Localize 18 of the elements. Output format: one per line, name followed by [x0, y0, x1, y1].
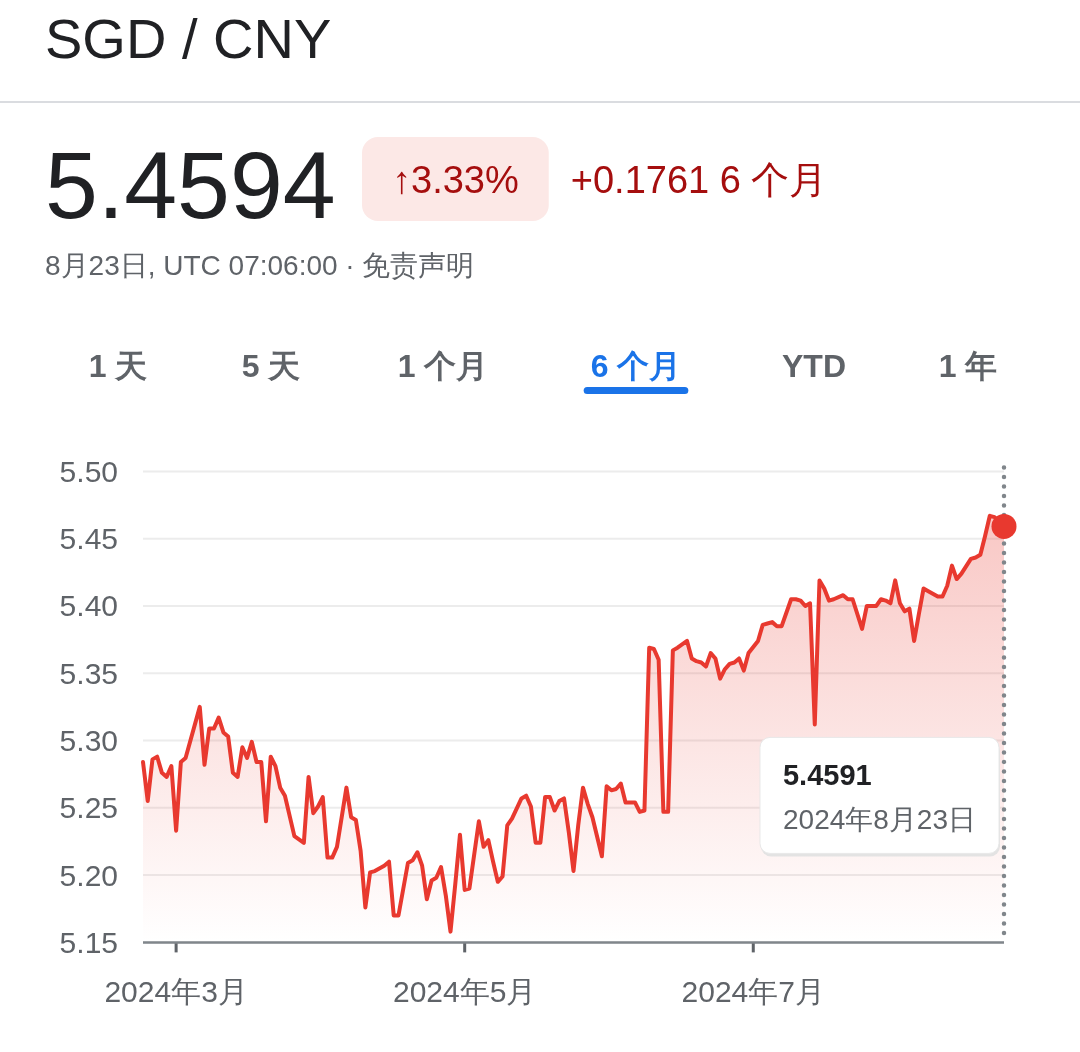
y-tick-label: 5.45 [59, 522, 118, 556]
y-tick-label: 5.25 [59, 791, 118, 825]
x-tick-label: 2024年7月 [681, 975, 825, 1009]
y-tick-label: 5.15 [59, 925, 118, 959]
header: 5.4594 ↑3.33% +0.1761 6 个月 [45, 132, 828, 238]
y-tick-label: 5.50 [59, 454, 118, 488]
x-tick-label: 2024年5月 [392, 975, 537, 1009]
y-tick-label: 5.20 [59, 858, 118, 892]
tooltip: 5.4591 2024年8月23日 [759, 736, 1000, 857]
chart-subtitle: 8月23日, UTC 07:06:00 · 免责声明 [45, 250, 475, 281]
y-tick-label: 5.40 [59, 589, 118, 623]
y-tick-label: 5.35 [59, 656, 118, 690]
annotation: 2024年8月23日 [782, 804, 976, 836]
annotation: 5.4591 [782, 759, 872, 792]
chart-title: SGD / CNY [45, 7, 332, 70]
y-tick-label: 5.30 [59, 724, 118, 758]
x-tick-label: 2024年3月 [104, 975, 248, 1009]
tabs: 1 天 5 天 1 个月 6 个月 YTD 1 年 [88, 348, 998, 394]
